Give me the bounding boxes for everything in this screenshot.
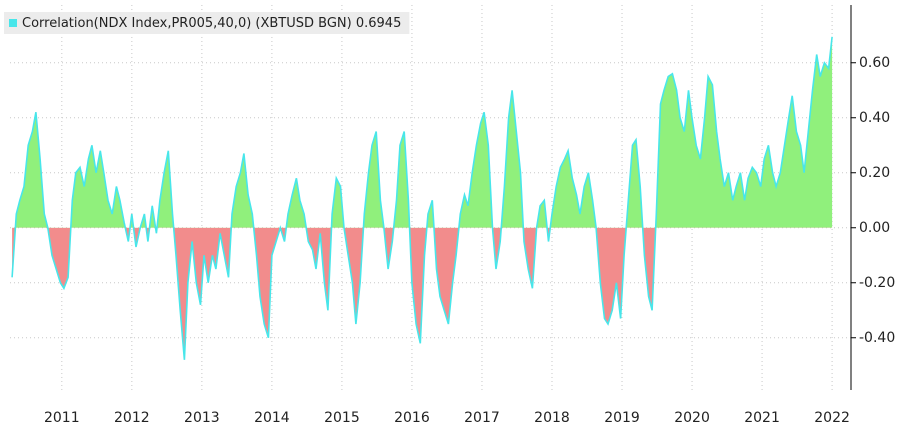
- legend-label: Correlation(NDX Index,PR005,40,0) (XBTUS…: [22, 16, 401, 31]
- y-tick-label: 0.00: [859, 220, 890, 236]
- y-tick-label: -0.40: [859, 330, 895, 346]
- y-tick-label: 0.20: [859, 165, 890, 181]
- y-tick-label: 0.60: [859, 55, 890, 71]
- x-tick-label: 2018: [534, 410, 570, 426]
- legend: Correlation(NDX Index,PR005,40,0) (XBTUS…: [4, 12, 410, 34]
- x-tick-label: 2013: [184, 410, 220, 426]
- x-tick-label: 2015: [324, 410, 360, 426]
- x-tick-label: 2016: [394, 410, 430, 426]
- line: [11, 36, 833, 360]
- x-tick-label: 2022: [814, 410, 850, 426]
- y-tick-label: 0.40: [859, 110, 890, 126]
- area-positive: [12, 36, 833, 228]
- x-tick-label: 2019: [604, 410, 640, 426]
- x-tick-label: 2014: [254, 410, 290, 426]
- x-tick-label: 2017: [464, 410, 500, 426]
- x-tick-label: 2021: [744, 410, 780, 426]
- legend-box: [4, 12, 410, 34]
- x-tick-label: 2011: [44, 410, 80, 426]
- axis: -0.40 -0.20 0.00 0.20 0.40 0.60 2011 2012 2013 20…: [44, 5, 895, 426]
- x-tick-label: 2012: [114, 410, 150, 426]
- y-tick-label: -0.20: [859, 275, 895, 291]
- legend-swatch: [9, 19, 17, 27]
- plot: [11, 36, 833, 360]
- x-tick-label: 2020: [674, 410, 710, 426]
